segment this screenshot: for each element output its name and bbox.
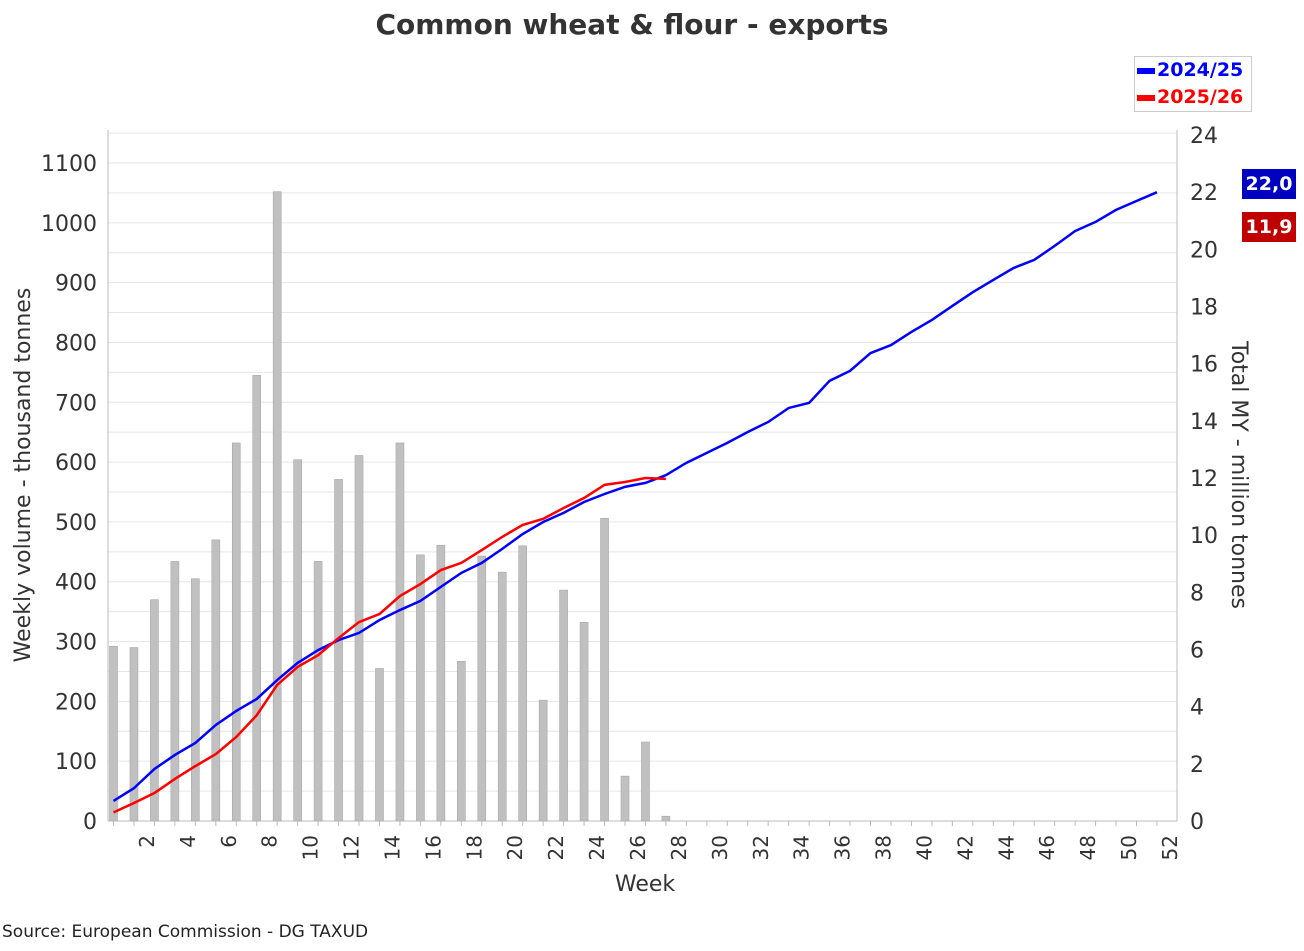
weekly-bar <box>477 555 487 822</box>
x-tick-label: 12 <box>340 835 364 860</box>
weekly-bar <box>170 561 180 822</box>
left-tick-label: 1000 <box>41 212 97 237</box>
series-line-2024-25 <box>112 191 1158 803</box>
right-tick-label: 8 <box>1190 581 1204 606</box>
legend-item-2024-25: 2024/25 <box>1137 57 1251 84</box>
weekly-bar <box>600 518 609 822</box>
weekly-bar <box>416 554 425 822</box>
x-tick-label: 40 <box>912 835 936 860</box>
right-tick-label: 20 <box>1190 238 1218 263</box>
left-tick-label: 600 <box>55 451 97 476</box>
left-tick-label: 500 <box>55 511 97 536</box>
right-tick-label: 18 <box>1190 296 1218 321</box>
x-tick-label: 2 <box>135 835 159 848</box>
weekly-bar <box>395 442 405 822</box>
left-tick-label: 300 <box>55 631 97 656</box>
right-tick-label: 24 <box>1190 124 1218 149</box>
weekly-bar <box>334 479 343 822</box>
x-tick-label: 18 <box>462 835 486 860</box>
weekly-bar <box>497 571 507 822</box>
weekly-bar <box>661 815 671 822</box>
source-note: Source: European Commission - DG TAXUD <box>2 922 369 942</box>
left-tick-label: 400 <box>55 571 97 596</box>
weekly-bar <box>559 589 568 822</box>
x-tick-label: 44 <box>994 835 1018 860</box>
x-tick-label: 48 <box>1076 835 1100 860</box>
end-label-2025-26: 11,9 <box>1242 212 1296 242</box>
x-tick-label: 36 <box>831 835 855 860</box>
left-tick-label: 800 <box>55 331 97 356</box>
weekly-bar <box>579 622 589 822</box>
x-tick-label: 22 <box>544 835 568 860</box>
x-axis-title: Week <box>615 872 676 897</box>
x-tick-label: 28 <box>667 835 691 860</box>
end-label-2024-25: 22,0 <box>1242 169 1296 199</box>
right-tick-label: 4 <box>1190 696 1204 721</box>
weekly-bar <box>252 375 262 822</box>
chart-title: Common wheat & flour - exports <box>375 8 889 41</box>
weekly-bar <box>211 539 221 822</box>
left-axis-title: Weekly volume - thousand tonnes <box>11 288 36 663</box>
left-tick-label: 1100 <box>41 152 97 177</box>
legend: 2024/25 2025/26 <box>1134 56 1252 112</box>
left-tick-label: 700 <box>55 391 97 416</box>
x-tick-label: 16 <box>421 835 445 860</box>
right-tick-label: 2 <box>1190 753 1204 778</box>
right-tick-label: 12 <box>1190 467 1218 492</box>
right-tick-label: 0 <box>1190 810 1204 835</box>
x-tick-label: 6 <box>217 835 241 848</box>
weekly-bar <box>457 660 466 822</box>
legend-label: 2025/26 <box>1157 86 1244 108</box>
weekly-bar <box>354 455 364 822</box>
weekly-bar <box>538 699 548 822</box>
x-tick-label: 30 <box>708 835 732 860</box>
legend-swatch-red <box>1137 94 1155 101</box>
left-tick-label: 900 <box>55 272 97 297</box>
x-tick-label: 10 <box>299 835 323 860</box>
right-tick-label: 22 <box>1190 181 1218 206</box>
weekly-bar <box>620 775 630 822</box>
weekly-bar <box>293 459 302 822</box>
x-tick-label: 38 <box>872 835 896 860</box>
legend-item-2025-26: 2025/26 <box>1137 84 1251 111</box>
x-tick-label: 24 <box>585 835 609 860</box>
right-tick-label: 6 <box>1190 639 1204 664</box>
right-tick-label: 14 <box>1190 410 1218 435</box>
weekly-bar <box>150 599 159 822</box>
weekly-bar <box>109 646 118 822</box>
right-tick-label: 16 <box>1190 353 1218 378</box>
weekly-bar <box>313 561 323 822</box>
series-line-2025-26 <box>112 476 666 814</box>
x-tick-label: 4 <box>176 835 200 848</box>
right-tick-label: 10 <box>1190 524 1218 549</box>
left-tick-label: 0 <box>83 810 97 835</box>
weekly-bar <box>436 544 446 822</box>
x-tick-label: 52 <box>1158 835 1182 860</box>
legend-label: 2024/25 <box>1157 59 1244 81</box>
x-tick-label: 26 <box>626 835 650 860</box>
x-tick-label: 14 <box>380 835 404 860</box>
weekly-bar <box>518 545 528 822</box>
weekly-bar <box>641 741 650 822</box>
weekly-bar <box>272 191 282 822</box>
x-tick-label: 50 <box>1117 835 1141 860</box>
weekly-bar <box>129 647 139 822</box>
x-tick-label: 8 <box>258 835 282 848</box>
x-tick-label: 42 <box>953 835 977 860</box>
x-tick-label: 20 <box>503 835 527 860</box>
weekly-bar <box>191 578 200 822</box>
right-axis-title: Total MY - million tonnes <box>1226 340 1251 609</box>
weekly-bar <box>231 442 241 822</box>
weekly-bar <box>375 668 384 822</box>
x-tick-label: 46 <box>1035 835 1059 860</box>
left-tick-label: 200 <box>55 690 97 715</box>
x-tick-label: 32 <box>749 835 773 860</box>
legend-swatch-blue <box>1137 67 1155 74</box>
left-tick-label: 100 <box>55 750 97 775</box>
x-tick-label: 34 <box>790 835 814 860</box>
